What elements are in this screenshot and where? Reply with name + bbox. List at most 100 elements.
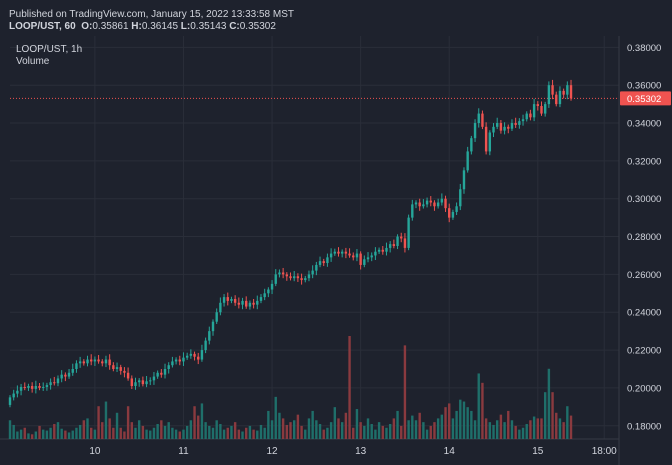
volume-bar [75, 427, 78, 439]
last-price-badge [620, 91, 671, 106]
volume-bar [160, 420, 163, 439]
candle-body [448, 208, 451, 218]
candle-body [348, 253, 351, 256]
volume-bar [16, 431, 19, 439]
volume-bar [60, 428, 63, 439]
volume-bar [337, 418, 340, 439]
volume-bar [193, 406, 196, 439]
candle-body [97, 359, 100, 362]
volume-bar [381, 425, 384, 439]
price-tick-label: 0.34000 [627, 119, 661, 130]
candle-body [525, 113, 528, 120]
time-tick-label: 10 [89, 446, 101, 457]
volume-bar [514, 425, 517, 439]
volume-bar [403, 345, 407, 439]
candle-body [152, 376, 156, 381]
time-tick-label: 14 [444, 446, 456, 457]
price-tick-label: 0.30000 [627, 194, 661, 205]
volume-bar [174, 429, 178, 439]
volume-bar [525, 424, 528, 439]
volume-bar [230, 425, 233, 439]
close-label: C: [229, 21, 240, 32]
volume-bar [455, 410, 458, 439]
candle-body [34, 386, 38, 389]
candle-body [185, 355, 189, 358]
candle-body [56, 378, 60, 384]
candle-body [496, 123, 499, 127]
volume-bar [355, 409, 359, 439]
candle-body [193, 353, 196, 357]
candle-body [355, 253, 359, 258]
volume-bar [555, 412, 558, 439]
volume-bar [145, 429, 148, 439]
volume-bar [222, 429, 226, 439]
volume-bar [333, 407, 336, 439]
volume-bar [149, 430, 152, 439]
volume-bar [329, 422, 333, 439]
volume-bar [433, 422, 436, 439]
candle-body [359, 253, 362, 265]
candle-body [455, 206, 458, 212]
candle-body [108, 359, 111, 366]
price-tick-label: 0.26000 [627, 270, 661, 281]
volume-bar [473, 420, 477, 439]
candle-body [134, 382, 137, 387]
candle-body [93, 359, 97, 362]
candle-body [396, 236, 399, 247]
candle-body [370, 255, 373, 258]
candle-body [245, 300, 248, 307]
candle-body [16, 390, 19, 394]
volume-legend: Volume [16, 56, 50, 67]
candle-body [256, 300, 259, 305]
volume-bar [241, 431, 244, 439]
candle-body [392, 244, 396, 247]
volume-bar [252, 429, 255, 439]
volume-bar [197, 415, 200, 439]
candle-body [115, 367, 119, 369]
volume-bar [93, 429, 97, 439]
candle-body [352, 255, 355, 258]
last-price-label: 0.35302 [627, 94, 661, 105]
volume-bar [23, 427, 26, 439]
candle-body [130, 378, 133, 387]
candle-body [278, 272, 281, 275]
price-axis-panel [619, 36, 672, 465]
candle-body [101, 361, 104, 364]
volume-bar [352, 427, 355, 439]
candle-body [219, 302, 222, 313]
volume-bar [499, 414, 503, 439]
volume-bar [551, 392, 554, 439]
candle-body [444, 198, 447, 209]
candle-body [19, 386, 23, 391]
volume-bar [444, 407, 447, 439]
volume-bar [215, 420, 218, 439]
candle-body [8, 397, 12, 405]
volume-bar [112, 427, 115, 439]
volume-bar [569, 415, 573, 439]
volume-bar [477, 373, 480, 439]
volume-bar [496, 420, 499, 439]
candlestick-chart[interactable]: 0.18000 0.20000 0.22000 0.24000 0.26000 0.280… [0, 36, 672, 465]
price-tick-label: 0.38000 [627, 43, 661, 54]
candle-body [307, 274, 311, 279]
candle-body [562, 90, 565, 95]
candle-body [529, 113, 532, 118]
volume-bar [90, 427, 93, 439]
volume-bar [42, 429, 45, 439]
candle-body [27, 386, 30, 388]
volume-bar [226, 427, 229, 439]
volume-bar [388, 424, 392, 439]
candle-body [71, 368, 74, 373]
candle-body [289, 276, 292, 279]
volume-bar [86, 418, 89, 439]
candle-body [337, 251, 340, 254]
low-value: 0.35143 [190, 21, 227, 32]
volume-bar [219, 424, 222, 439]
price-tick-label: 0.20000 [627, 383, 661, 394]
candle-body [208, 331, 211, 341]
volume-bar [385, 427, 388, 439]
volume-bar [315, 420, 318, 439]
time-tick-label: 13 [355, 446, 367, 457]
candle-body [67, 372, 71, 377]
candle-body [171, 361, 174, 366]
